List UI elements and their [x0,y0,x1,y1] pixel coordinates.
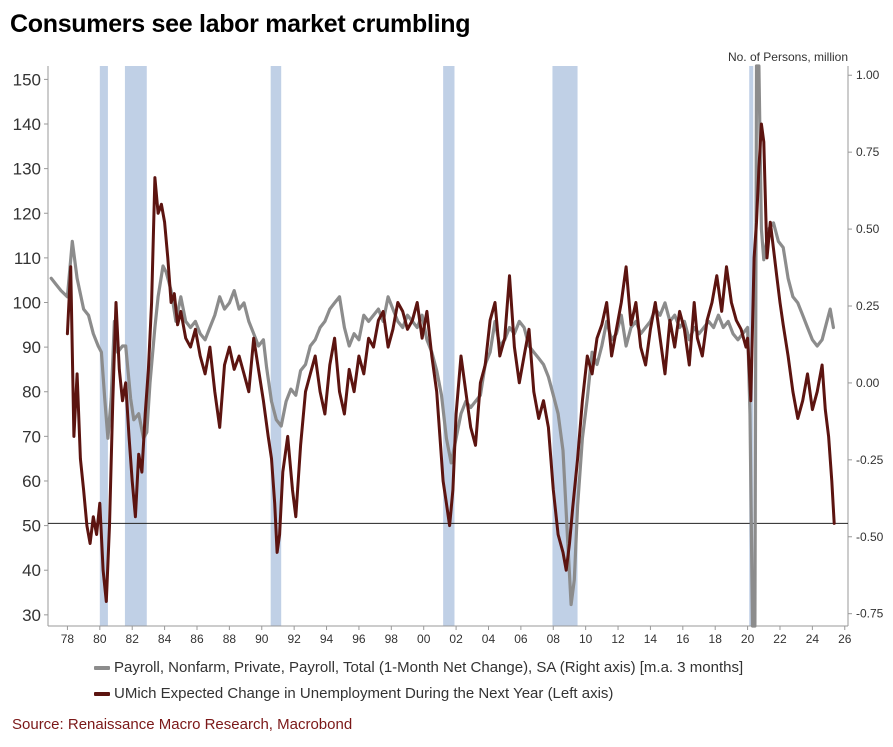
x-tick-label-13: 04 [482,632,496,646]
x-tick-label-3: 84 [158,632,172,646]
x-tick-label-17: 12 [611,632,625,646]
series-lines [49,64,836,628]
x-tick-label-0: 78 [61,632,75,646]
recession-band-3 [443,66,455,626]
x-tick-label-12: 02 [449,632,463,646]
x-tick-label-5: 88 [223,632,237,646]
x-tick-label-23: 24 [806,632,820,646]
x-tick-label-18: 14 [644,632,658,646]
recession-band-4 [552,66,578,626]
recession-band-0 [99,66,108,626]
x-tick-label-24: 26 [838,632,852,646]
x-axis-ticks: 78 80 82 84 86 88 90 92 94 96 98 00 02 04 06 08 10 12 14 16… [61,626,852,646]
right-axis-unit-label: No. of Persons, million [728,50,848,64]
left-tick-label-100: 100 [13,293,41,312]
left-tick-label-70: 70 [22,427,41,446]
legend-swatch-payroll [94,666,110,671]
left-tick-label-140: 140 [13,115,41,134]
right-tick-label-4: 0.00 [856,376,880,390]
series-line-1 [65,122,836,603]
left-tick-label-90: 90 [22,338,41,357]
x-tick-label-7: 92 [287,632,301,646]
x-tick-label-19: 16 [676,632,690,646]
recession-band-1 [124,66,147,626]
right-tick-label-0: 1.00 [856,68,880,82]
source-note: Source: Renaissance Macro Research, Macr… [12,716,353,733]
left-tick-label-60: 60 [22,472,41,491]
x-tick-label-16: 10 [579,632,593,646]
right-tick-label-5: -0.25 [856,453,884,467]
x-tick-label-8: 94 [320,632,334,646]
right-tick-label-2: 0.50 [856,222,880,236]
legend-item-umich: UMich Expected Change in Unemployment Du… [94,685,613,702]
x-tick-label-1: 80 [93,632,107,646]
series-line-0 [49,64,835,628]
left-tick-label-50: 50 [22,517,41,536]
x-tick-label-20: 18 [709,632,723,646]
x-tick-label-11: 00 [417,632,431,646]
x-tick-label-10: 98 [385,632,399,646]
x-tick-label-9: 96 [352,632,366,646]
right-tick-label-7: -0.75 [856,607,884,621]
x-tick-label-21: 20 [741,632,755,646]
left-tick-label-150: 150 [13,70,41,89]
legend-label-payroll: Payroll, Nonfarm, Private, Payroll, Tota… [114,659,744,676]
left-axis-ticks: 30 40 50 60 70 80 90 100 110 120 130 140 150 [13,70,48,625]
x-tick-label-6: 90 [255,632,269,646]
legend-item-payroll: Payroll, Nonfarm, Private, Payroll, Tota… [94,659,743,676]
right-tick-label-1: 0.75 [856,145,880,159]
left-tick-label-130: 130 [13,160,41,179]
x-tick-label-4: 86 [190,632,204,646]
x-tick-label-2: 82 [126,632,140,646]
chart-title: Consumers see labor market crumbling [10,10,471,38]
right-axis-ticks: 1.00 0.75 0.50 0.25 0.00 -0.25 -0.50 -0.75 [848,68,884,621]
left-tick-label-30: 30 [22,606,41,625]
left-tick-label-40: 40 [22,561,41,580]
right-tick-label-3: 0.25 [856,299,880,313]
recession-band-2 [270,66,282,626]
left-tick-label-110: 110 [14,249,41,268]
legend-swatch-umich [94,692,110,697]
x-tick-label-22: 22 [773,632,787,646]
left-tick-label-120: 120 [13,204,41,223]
left-tick-label-80: 80 [22,383,41,402]
x-tick-label-14: 06 [514,632,528,646]
x-tick-label-15: 08 [547,632,561,646]
legend-label-umich: UMich Expected Change in Unemployment Du… [114,685,614,702]
right-tick-label-6: -0.50 [856,530,884,544]
